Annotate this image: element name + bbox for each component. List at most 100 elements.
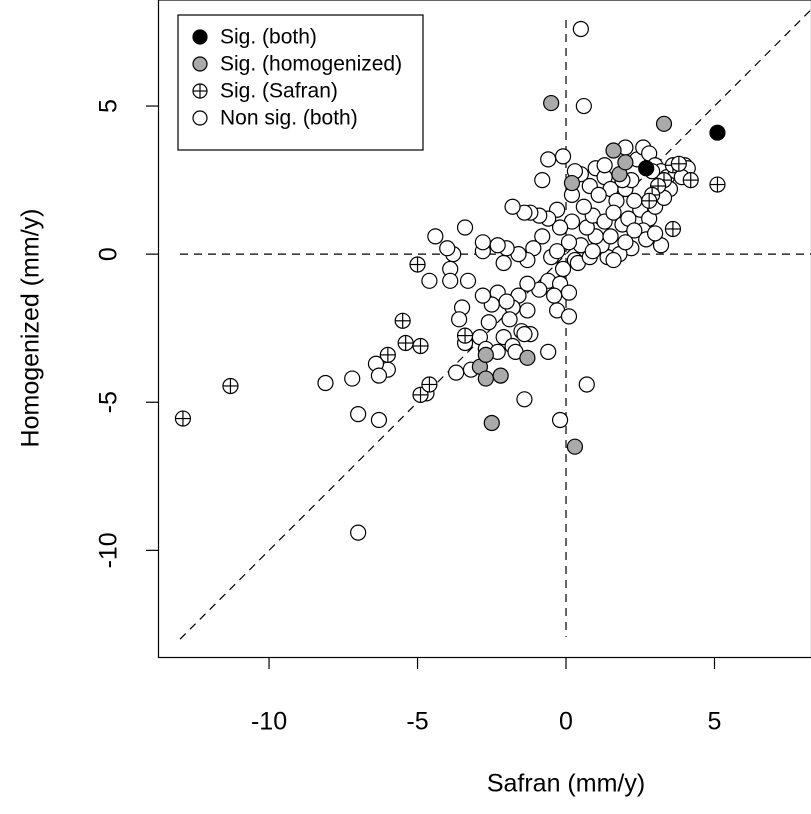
point-circle	[626, 192, 643, 209]
point	[492, 367, 509, 384]
plot-frame	[157, 0, 811, 659]
point-circle	[483, 414, 500, 432]
point-circle	[590, 186, 607, 204]
point-circle	[646, 225, 664, 242]
x-tick-label: 5	[708, 708, 722, 736]
point	[516, 391, 533, 408]
point	[626, 222, 643, 239]
point-circle	[560, 234, 578, 251]
point-circle	[572, 20, 589, 38]
point	[543, 94, 560, 112]
point	[605, 251, 622, 269]
point-circle	[519, 275, 536, 292]
y-tick-label: -10	[95, 532, 123, 568]
point	[397, 334, 414, 352]
point-circle	[554, 260, 572, 278]
point	[192, 110, 208, 126]
point	[192, 56, 208, 72]
point	[638, 160, 655, 177]
point-circle	[563, 174, 581, 192]
point-circle	[456, 219, 474, 236]
point	[519, 302, 536, 319]
point	[534, 171, 551, 189]
point	[551, 219, 569, 236]
point-circle	[317, 374, 334, 392]
point-circle	[451, 311, 468, 328]
point-circle	[709, 124, 726, 141]
point-circle	[442, 272, 459, 289]
point	[560, 234, 578, 251]
x-axis-label: Safran (mm/y)	[487, 770, 645, 798]
point	[409, 256, 426, 273]
point	[483, 414, 500, 432]
point	[370, 367, 388, 384]
point-circle	[551, 219, 569, 236]
legend-label: Sig. (Safran)	[220, 80, 338, 103]
point-circle	[560, 308, 578, 325]
point	[421, 376, 438, 393]
point-circle	[459, 272, 477, 289]
point	[474, 234, 491, 251]
point-circle	[549, 243, 566, 260]
point-circle	[498, 293, 515, 310]
point	[448, 364, 465, 381]
point-circle	[560, 284, 578, 301]
y-tick-label: 0	[95, 247, 123, 261]
point	[575, 198, 592, 215]
point-circle	[534, 228, 551, 245]
point	[474, 287, 491, 304]
point-circle	[350, 406, 367, 423]
point	[344, 370, 361, 387]
point	[350, 524, 367, 541]
point	[605, 204, 622, 221]
y-tick-label: 5	[95, 99, 123, 113]
y-axis-label: Homogenized (mm/y)	[17, 209, 45, 448]
point-circle	[370, 411, 388, 429]
point	[563, 174, 581, 192]
point	[192, 83, 208, 99]
point-circle	[566, 438, 584, 455]
point	[617, 234, 634, 251]
point-circle	[617, 234, 634, 251]
point	[501, 311, 518, 328]
point	[590, 186, 607, 204]
point-circle	[192, 29, 208, 45]
point	[540, 343, 557, 361]
point-circle	[540, 343, 557, 361]
point-circle	[543, 94, 560, 112]
point-circle	[480, 314, 497, 331]
legend-label: Sig. (both)	[220, 26, 317, 49]
point	[317, 374, 334, 392]
point	[554, 260, 572, 278]
point-circle	[192, 56, 208, 72]
point-circle	[439, 240, 456, 257]
point-circle	[602, 228, 619, 245]
point	[477, 370, 494, 387]
point	[412, 337, 429, 355]
point	[489, 237, 506, 254]
point	[617, 154, 634, 171]
point-circle	[605, 251, 622, 269]
legend-frame	[177, 14, 424, 151]
point	[456, 219, 474, 236]
point-circle	[605, 142, 622, 159]
y-tick-label: -5	[95, 391, 123, 413]
point-circle	[501, 311, 518, 328]
point	[709, 176, 726, 193]
point	[519, 349, 536, 366]
point-circle	[516, 326, 533, 343]
point-circle	[504, 198, 521, 215]
point	[572, 20, 589, 38]
point	[427, 228, 444, 245]
point-circle	[575, 97, 592, 115]
point-circle	[575, 198, 592, 215]
point	[646, 225, 664, 242]
point-circle	[584, 243, 601, 260]
point	[222, 377, 239, 395]
legend-label: Non sig. (both)	[220, 107, 358, 130]
point-circle	[477, 346, 494, 363]
point-circle	[596, 157, 613, 174]
point	[605, 142, 622, 159]
point	[546, 287, 563, 304]
